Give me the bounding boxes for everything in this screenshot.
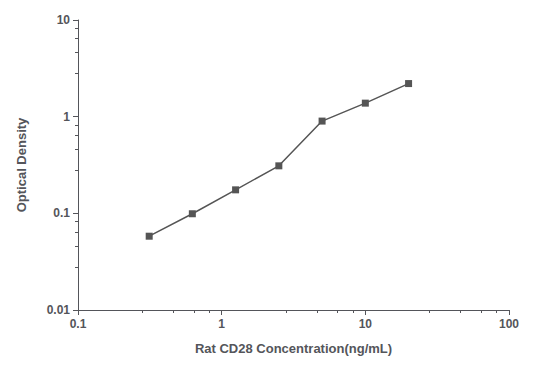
svg-text:1: 1 [63,110,70,124]
svg-text:1: 1 [218,317,225,331]
svg-text:0.1: 0.1 [53,206,70,220]
svg-text:10: 10 [359,317,373,331]
svg-text:100: 100 [499,317,519,331]
svg-text:Optical Density: Optical Density [14,117,29,212]
svg-text:0.01: 0.01 [47,303,71,317]
svg-text:Rat CD28 Concentration(ng/mL): Rat CD28 Concentration(ng/mL) [195,341,392,356]
svg-text:10: 10 [57,13,71,27]
svg-text:0.1: 0.1 [70,317,87,331]
